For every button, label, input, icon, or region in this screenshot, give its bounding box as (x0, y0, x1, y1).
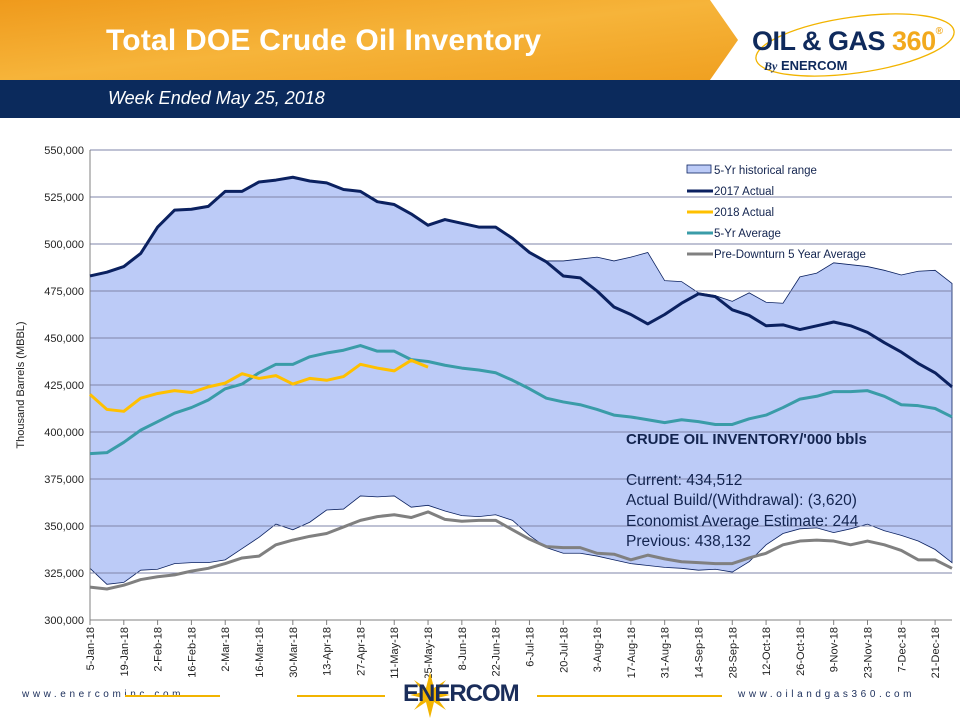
footer-left-url[interactable]: www.enercominc.com (22, 689, 185, 700)
header-background (0, 0, 955, 80)
footer-right-url[interactable]: www.oilandgas360.com (738, 689, 916, 700)
y-tick-label: 325,000 (44, 568, 84, 580)
y-tick-label: 350,000 (44, 521, 84, 533)
legend-swatch-range (686, 164, 712, 174)
x-tick-label: 21-Dec-18 (930, 627, 942, 678)
subtitle: Week Ended May 25, 2018 (108, 88, 325, 108)
legend-label: 2017 Actual (714, 186, 774, 198)
footer-divider (537, 695, 722, 697)
x-tick-label: 26-Oct-18 (795, 627, 807, 676)
x-tick-label: 7-Dec-18 (896, 627, 908, 672)
annotation-heading: CRUDE OIL INVENTORY/'000 bbls (626, 431, 867, 448)
footer-divider (125, 695, 220, 697)
y-tick-label: 300,000 (44, 615, 84, 627)
annotation-previous: Previous: 438,132 (626, 533, 751, 550)
header: Total DOE Crude Oil Inventory OIL & GAS … (0, 0, 960, 80)
x-tick-label: 17-Aug-18 (626, 627, 638, 678)
inventory-chart: 300,000 325,000 350,000 375,000 400,000 425,0… (15, 145, 953, 678)
oilandgas360-logo: OIL & GAS 360® By ENERCOM (752, 26, 943, 73)
x-tick-label: 13-Apr-18 (322, 627, 334, 676)
x-tick-label: 31-Aug-18 (660, 627, 672, 678)
legend-label: 2018 Actual (714, 207, 774, 219)
annotation-current: Current: 434,512 (626, 471, 743, 489)
x-tick-label: 2-Feb-18 (153, 627, 165, 672)
x-tick-label: 12-Oct-18 (761, 627, 773, 676)
series-line-5-yr-average (89, 344, 953, 456)
page-title: Total DOE Crude Oil Inventory (106, 24, 542, 57)
x-tick-label: 30-Mar-18 (288, 627, 300, 678)
series-line-2018-actual (89, 358, 429, 413)
x-tick-label: 6-Jul-18 (524, 627, 536, 667)
enercom-logo: ENERCOM (403, 680, 520, 707)
x-tick-label: 20-Jul-18 (558, 627, 570, 673)
y-tick-label: 525,000 (44, 192, 84, 204)
x-tick-label: 25-May-18 (423, 627, 435, 678)
x-tick-label: 19-Jan-18 (119, 627, 131, 677)
y-axis-label: Thousand Barrels (MBBL) (15, 321, 27, 448)
x-tick-label: 3-Aug-18 (592, 627, 604, 672)
x-tick-label: 16-Mar-18 (254, 627, 266, 678)
y-tick-label: 425,000 (44, 380, 84, 392)
footer-divider (297, 695, 385, 697)
annotation-estimate: Economist Average Estimate: 244 (626, 512, 859, 530)
legend-label: 5-Yr historical range (714, 165, 817, 177)
legend-label: Pre-Downturn 5 Year Average (714, 249, 866, 261)
x-tick-label: 16-Feb-18 (186, 627, 198, 678)
x-tick-label: 27-Apr-18 (355, 627, 367, 676)
x-tick-label: 14-Sep-18 (693, 627, 705, 678)
x-tick-label: 8-Jun-18 (457, 627, 469, 670)
y-tick-label: 500,000 (44, 239, 84, 251)
x-tick-label: 9-Nov-18 (829, 627, 841, 672)
x-tick-label: 11-May-18 (389, 627, 401, 678)
legend-label: 5-Yr Average (714, 228, 781, 240)
series-line-2017-actual (89, 175, 953, 389)
x-tick-label: 2-Mar-18 (220, 627, 232, 672)
annotation-build: Actual Build/(Withdrawal): (3,620) (626, 492, 857, 509)
y-tick-label: 450,000 (44, 333, 84, 345)
x-tick-label: 23-Nov-18 (862, 627, 874, 678)
inventory-annotation: CRUDE OIL INVENTORY/'000 bbls Current: 4… (626, 430, 867, 553)
y-tick-label: 375,000 (44, 474, 84, 486)
x-tick-label: 22-Jun-18 (491, 627, 503, 677)
y-tick-label: 400,000 (44, 427, 84, 439)
y-tick-label: 475,000 (44, 286, 84, 298)
sun-icon (410, 672, 450, 718)
subtitle-band: Week Ended May 25, 2018 (0, 80, 960, 118)
y-tick-label: 550,000 (44, 145, 84, 157)
series-line-pre-downturn-5-year-average (89, 510, 953, 591)
x-tick-label: 28-Sep-18 (727, 627, 739, 678)
x-tick-label: 5-Jan-18 (85, 627, 97, 670)
